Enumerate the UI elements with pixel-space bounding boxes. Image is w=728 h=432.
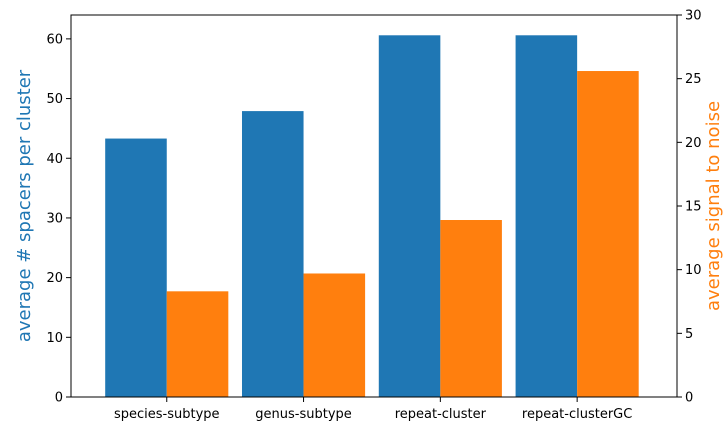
left-tick-label: 0 [55,391,63,406]
bar-spacers-repeat-clusterGC [515,35,578,397]
right-tick-label: 25 [685,72,702,87]
right-axis-ticks: 0 5 10 15 20 25 30 [677,9,702,406]
right-tick-label: 10 [685,263,702,278]
bar-signal-repeat-cluster [440,220,502,397]
bar-spacers-genus-subtype [241,111,304,398]
bars-layer [105,35,639,398]
right-tick-label: 15 [685,200,702,215]
left-tick-label: 20 [46,271,63,286]
right-tick-label: 5 [685,327,693,342]
x-axis-ticks: species-subtype genus-subtype repeat-clust… [114,397,632,422]
x-tick-label: species-subtype [114,407,220,422]
left-axis-ticks: 0 10 20 30 40 50 60 [46,32,71,406]
plot-frame [70,14,678,398]
left-tick-label: 60 [46,32,63,47]
bar-signal-repeat-clusterGC [577,71,639,397]
left-tick-label: 40 [46,152,63,167]
right-tick-label: 30 [685,9,702,24]
right-tick-label: 0 [685,391,693,406]
left-axis-label: average # spacers per cluster [14,69,35,342]
x-tick-label: repeat-cluster [395,407,487,422]
left-tick-label: 30 [46,211,63,226]
x-tick-label: repeat-clusterGC [522,407,632,422]
bar-spacers-species-subtype [105,138,167,397]
left-tick-label: 50 [46,92,63,107]
bar-spacers-repeat-cluster [378,35,441,397]
right-tick-label: 20 [685,136,702,151]
left-tick-label: 10 [46,331,63,346]
bar-signal-species-subtype [166,291,229,397]
right-axis-label: average signal to noise [703,101,724,311]
x-tick-label: genus-subtype [255,407,352,422]
bar-signal-genus-subtype [303,273,366,397]
